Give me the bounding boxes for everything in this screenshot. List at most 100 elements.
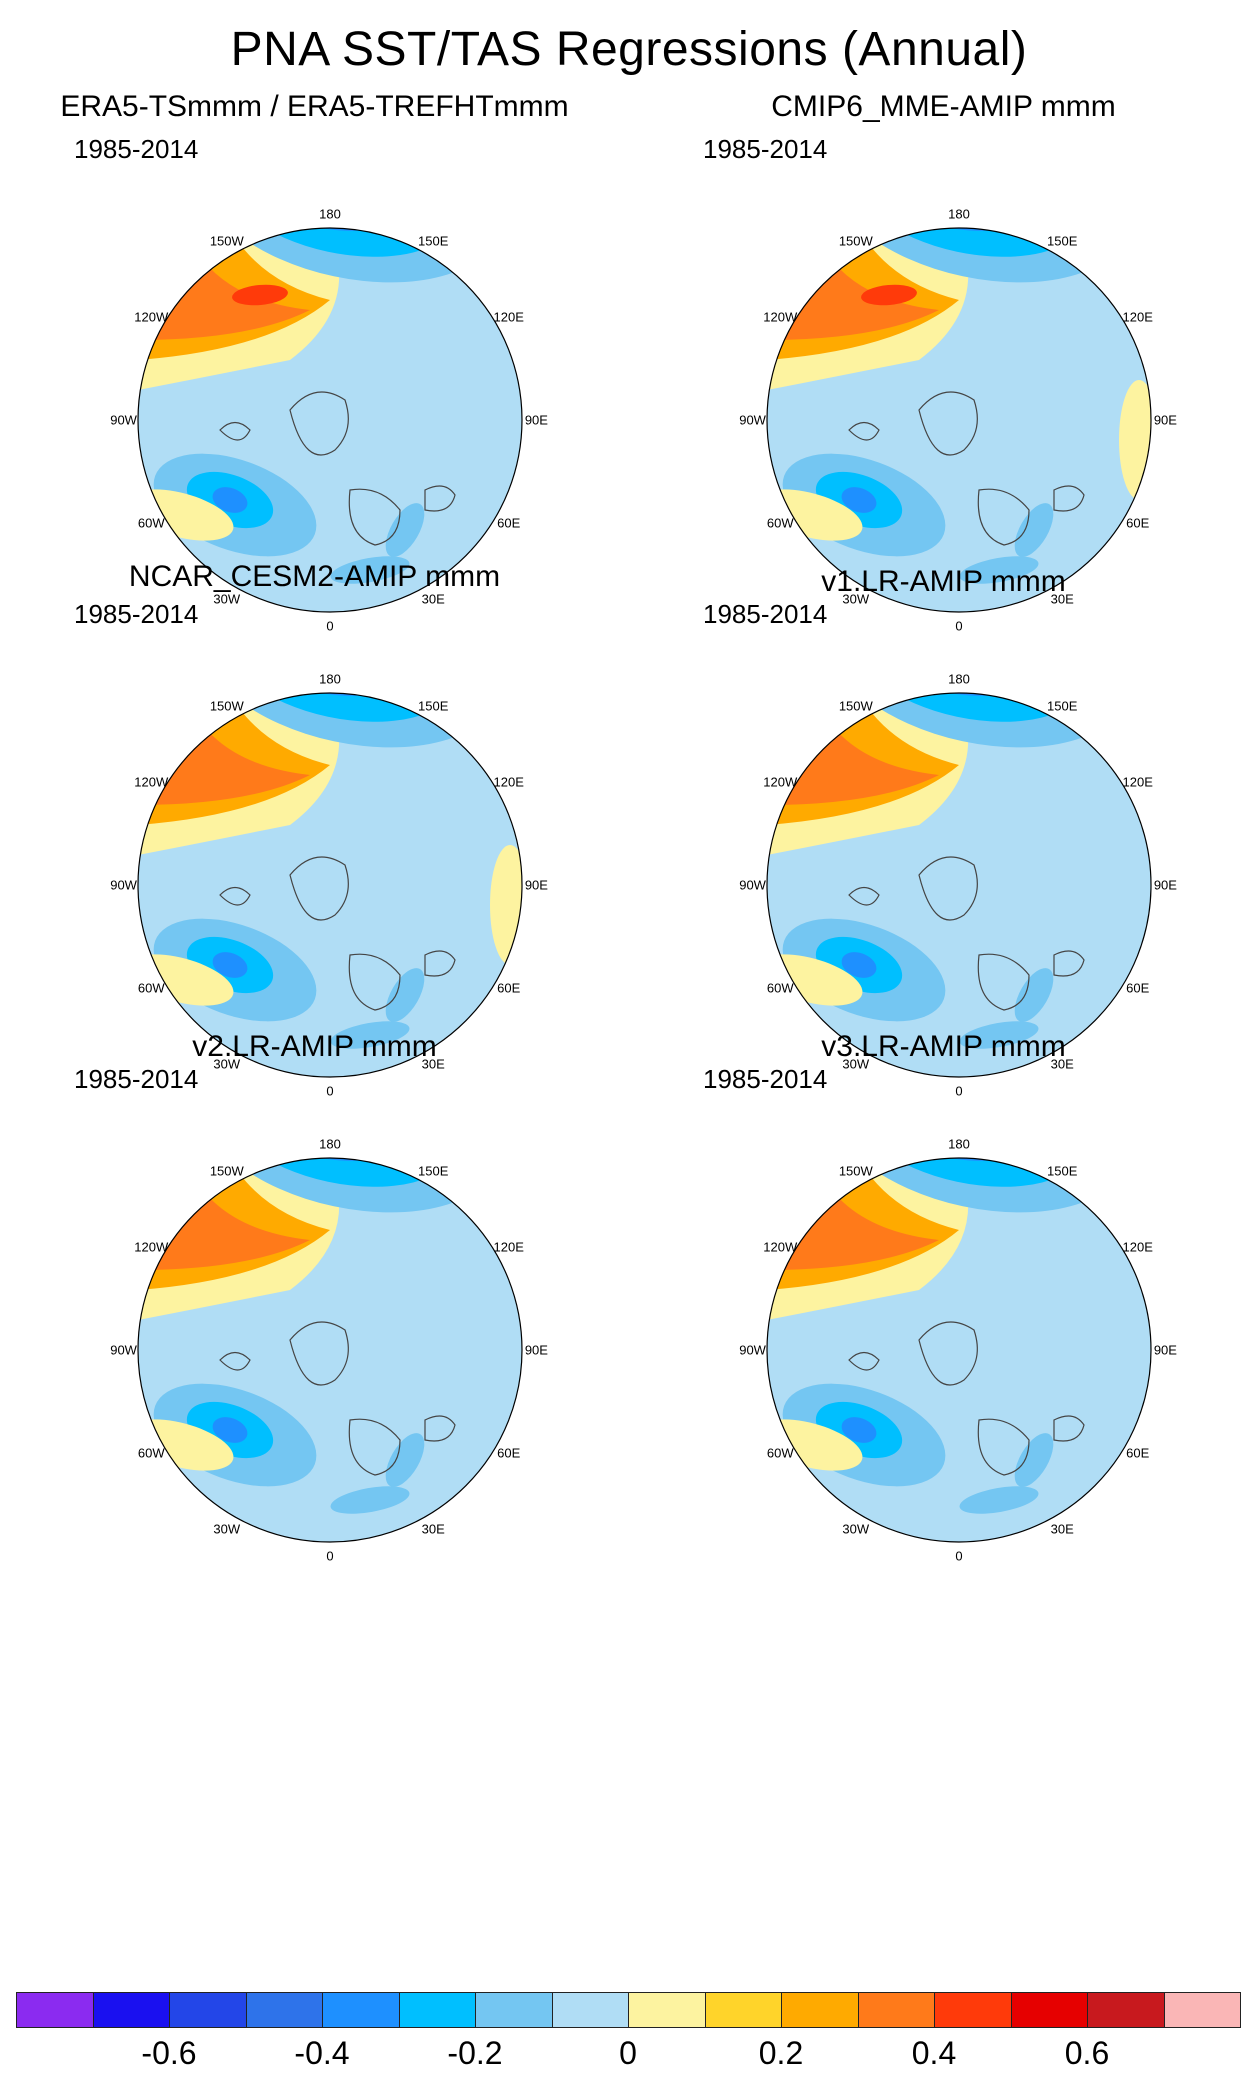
longitude-label: 120W (763, 774, 798, 790)
colorbar-box (1087, 1992, 1165, 2028)
colorbar-box (551, 1992, 629, 2028)
east-warm-patch (490, 845, 522, 965)
longitude-label: 30W (842, 1521, 870, 1537)
colorbar-box (628, 1992, 706, 2028)
longitude-label: 60W (137, 1445, 165, 1461)
colorbar-box (475, 1992, 553, 2028)
map-boundary (137, 1157, 523, 1543)
longitude-label: 90E (524, 1342, 548, 1358)
longitude-label: 60E (497, 515, 521, 531)
longitude-label: 30E (1050, 1056, 1074, 1072)
longitude-label: 60W (137, 515, 165, 531)
panel-v1: v1.LR-AMIP mmm 1985-2014 180 150E 120E 90E 60… (629, 555, 1258, 1175)
longitude-label: 90W (110, 1342, 137, 1358)
strong-warm-core (861, 284, 917, 306)
strong-warm-core (232, 284, 288, 306)
longitude-label: 180 (948, 206, 970, 222)
longitude-label: 30E (421, 1521, 445, 1537)
period-label: 1985-2014 (74, 599, 199, 629)
eurasia-cold-patches (330, 968, 425, 1049)
longitude-label: 90W (110, 877, 137, 893)
colorbar-box (857, 1992, 935, 2028)
panel-cmip6: CMIP6_MME-AMIP mmm 1985-2014 180 150E 120E 9… (629, 90, 1258, 710)
map-boundary (766, 227, 1152, 613)
longitude-label: 90E (1153, 412, 1177, 428)
panel-title: v1.LR-AMIP mmm (821, 565, 1066, 598)
colorbar-box (169, 1992, 247, 2028)
longitude-label: 150W (209, 233, 244, 249)
longitude-label: 120W (134, 774, 169, 790)
longitude-label: 120W (134, 1239, 169, 1255)
panel-cesm2: NCAR_CESM2-AMIP mmm 1985-2014 180 150E 120E… (0, 555, 629, 1175)
longitude-label: 30W (842, 591, 870, 607)
period-label: 1985-2014 (703, 599, 828, 629)
longitude-label: 30E (1050, 591, 1074, 607)
colorbar-label: 0.6 (1064, 2035, 1110, 2071)
eurasia-cold-patches (959, 968, 1054, 1049)
polar-map (766, 1157, 1152, 1543)
colorbar-box (398, 1992, 476, 2028)
longitude-label: 0 (326, 1548, 334, 1564)
longitude-label: 60W (766, 1445, 794, 1461)
longitude-label: 90W (739, 1342, 766, 1358)
colorbar-box (934, 1992, 1012, 2028)
polar-map (137, 692, 523, 1078)
longitude-label: 120E (493, 309, 524, 325)
polar-map (766, 227, 1152, 613)
eurasia-cold-patches (330, 1433, 425, 1514)
longitude-label: 0 (326, 1083, 334, 1099)
colorbar-box (704, 1992, 782, 2028)
map-boundary (766, 1157, 1152, 1543)
colorbar-label: 0.2 (758, 2035, 804, 2071)
longitude-label: 30W (842, 1056, 870, 1072)
longitude-label: 90W (110, 412, 137, 428)
longitude-label: 120E (493, 774, 524, 790)
longitude-label: 180 (319, 671, 341, 687)
figure-title: PNA SST/TAS Regressions (Annual) (230, 23, 1028, 76)
longitude-label: 150W (209, 1163, 244, 1179)
period-label: 1985-2014 (74, 1064, 199, 1094)
colorbar-box (781, 1992, 859, 2028)
polar-map (766, 692, 1152, 1078)
longitude-label: 60E (497, 1445, 521, 1461)
panel-title: ERA5-TSmmm / ERA5-TREFHTmmm (60, 90, 569, 123)
panel-v2: v2.LR-AMIP mmm 1985-2014 180 150E 120E 90E 60… (0, 1020, 629, 1640)
eurasia-cold-patches (959, 503, 1054, 584)
longitude-label: 180 (948, 1136, 970, 1152)
longitude-label: 120W (763, 1239, 798, 1255)
eurasia-cold-patches (959, 1433, 1054, 1514)
longitude-label: 150E (1047, 233, 1078, 249)
map-boundary (137, 227, 523, 613)
colorbar-box (1163, 1992, 1241, 2028)
period-label: 1985-2014 (703, 134, 828, 164)
longitude-label: 90E (1153, 877, 1177, 893)
longitude-label: 150W (838, 1163, 873, 1179)
longitude-label: 150W (838, 233, 873, 249)
panel-title: v3.LR-AMIP mmm (821, 1030, 1066, 1063)
panel-v3: v3.LR-AMIP mmm 1985-2014 180 150E 120E 90E 60… (629, 1020, 1258, 1640)
longitude-label: 120E (1122, 774, 1153, 790)
longitude-label: 90E (524, 877, 548, 893)
longitude-label: 60E (1126, 515, 1150, 531)
period-label: 1985-2014 (703, 1064, 828, 1094)
longitude-label: 0 (955, 1083, 963, 1099)
period-label: 1985-2014 (74, 134, 199, 164)
longitude-label: 30E (421, 591, 445, 607)
longitude-label: 60E (497, 980, 521, 996)
colorbar-box (92, 1992, 170, 2028)
longitude-label: 30W (213, 591, 241, 607)
longitude-label: 150E (418, 1163, 449, 1179)
longitude-label: 150W (209, 698, 244, 714)
longitude-label: 60W (766, 515, 794, 531)
longitude-label: 180 (948, 671, 970, 687)
colorbar-box (322, 1992, 400, 2028)
longitude-label: 0 (955, 1548, 963, 1564)
longitude-label: 150E (418, 698, 449, 714)
longitude-label: 60W (137, 980, 165, 996)
longitude-label: 90E (524, 412, 548, 428)
longitude-label: 150W (838, 698, 873, 714)
colorbar-label: -0.4 (294, 2035, 350, 2071)
longitude-label: 180 (319, 206, 341, 222)
polar-map (137, 1157, 523, 1543)
longitude-label: 150E (1047, 698, 1078, 714)
